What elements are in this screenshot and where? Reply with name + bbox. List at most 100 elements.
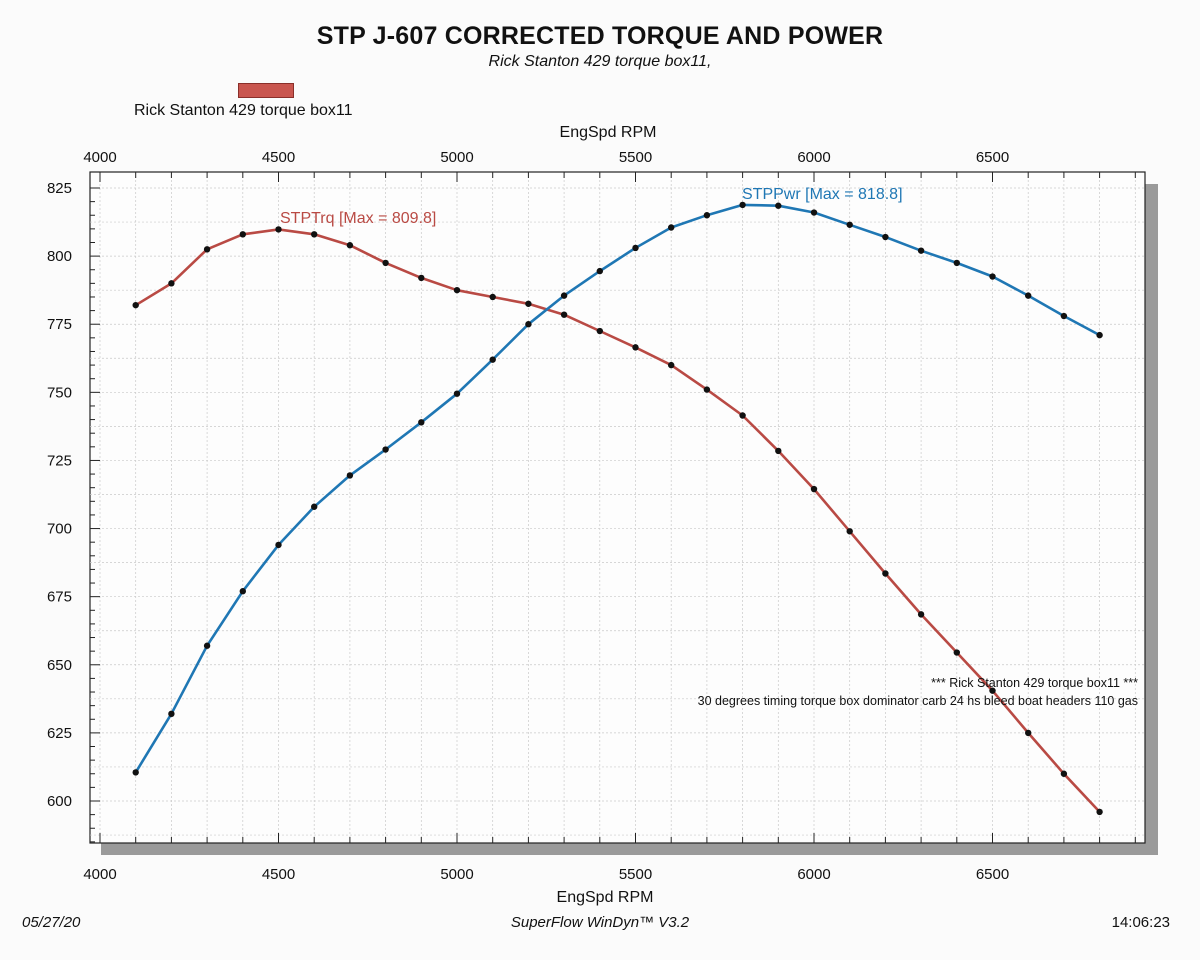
data-point-stppwr [882, 233, 889, 241]
data-point-stptrq [560, 311, 568, 318]
data-point-stptrq [525, 300, 532, 307]
annotation-line-2: 30 degrees timing torque box dominator c… [698, 694, 1138, 708]
y-tick-label: 600 [47, 793, 72, 810]
data-point-stppwr [525, 321, 532, 328]
y-tick-label: 825 [47, 180, 72, 197]
x-tick-label-top: 6500 [976, 149, 1009, 166]
data-point-stptrq [1096, 808, 1103, 816]
data-point-stppwr [275, 541, 282, 549]
footer-software: SuperFlow WinDyn™ V3.2 [510, 914, 690, 931]
data-point-stppwr [989, 273, 996, 280]
x-tick-label-top: 4500 [262, 149, 295, 166]
annotation-line-1: *** Rick Stanton 429 torque box11 *** [931, 676, 1138, 690]
data-point-stptrq [1060, 770, 1068, 777]
data-point-stptrq [632, 344, 639, 351]
footer-date: 05/27/20 [22, 914, 81, 931]
data-point-stppwr [489, 356, 496, 363]
data-point-stptrq [739, 412, 746, 419]
x-tick-label-bottom: 6500 [976, 866, 1009, 883]
data-point-stppwr [953, 259, 960, 267]
x-tick-label-bottom: 4000 [83, 866, 116, 883]
torque-max-label: STPTrq [Max = 809.8] [280, 210, 436, 227]
data-point-stptrq [418, 274, 425, 282]
data-point-stptrq [346, 242, 354, 249]
series-line-stppwr [134, 203, 1101, 774]
data-point-stptrq [882, 570, 889, 577]
y-tick-label: 725 [47, 452, 72, 469]
y-tick-label: 775 [47, 316, 72, 333]
data-point-stptrq [810, 485, 818, 493]
y-tick-label: 800 [47, 248, 72, 265]
data-point-stppwr [311, 503, 318, 510]
x-tick-label-bottom: 4500 [262, 866, 295, 883]
data-point-stppwr [846, 221, 853, 228]
chart-title: STP J-607 CORRECTED TORQUE AND POWER [316, 22, 884, 50]
data-point-stppwr [168, 710, 175, 718]
data-point-stptrq [703, 386, 711, 393]
data-point-stptrq [132, 301, 139, 309]
data-point-stppwr [810, 209, 818, 216]
x-tick-label-top: 5500 [619, 149, 652, 166]
data-point-stppwr [1060, 312, 1068, 320]
data-point-stppwr [560, 292, 568, 299]
data-point-stppwr [346, 472, 354, 479]
x-tick-label-top: 5000 [440, 149, 473, 166]
legend-label: Rick Stanton 429 torque box11 [134, 102, 353, 119]
data-point-stptrq [275, 226, 282, 233]
y-tick-label: 700 [47, 521, 72, 538]
series-line-stptrq [134, 228, 1101, 814]
x-axis-title-top: EngSpd RPM [560, 124, 657, 141]
y-tick-label: 650 [47, 657, 72, 674]
data-point-stptrq [668, 361, 675, 369]
data-point-stptrq [596, 327, 603, 335]
data-point-stppwr [739, 201, 746, 209]
y-tick-label: 675 [47, 589, 72, 606]
data-point-stppwr [132, 769, 139, 776]
x-tick-label-bottom: 6000 [797, 866, 830, 883]
data-point-stptrq [239, 231, 246, 238]
data-point-stppwr [239, 588, 246, 595]
y-tick-label: 750 [47, 384, 72, 401]
y-tick-label: 625 [47, 725, 72, 742]
footer-time: 14:06:23 [1111, 914, 1170, 931]
data-point-stptrq [989, 687, 996, 694]
data-point-stptrq [203, 246, 211, 253]
series-lines [134, 203, 1101, 814]
plot-shadow-bottom [101, 843, 1158, 855]
x-tick-label-bottom: 5000 [440, 866, 473, 883]
x-axis-title-bottom: EngSpd RPM [557, 889, 654, 906]
x-tick-label-bottom: 5500 [619, 866, 652, 883]
series-points [132, 201, 1103, 816]
data-point-stptrq [311, 231, 318, 238]
chart-subtitle: Rick Stanton 429 torque box11, [488, 53, 712, 70]
data-point-stptrq [953, 649, 960, 656]
data-point-stptrq [382, 259, 389, 267]
x-tick-label-top: 4000 [83, 149, 116, 166]
data-point-stppwr [453, 390, 461, 397]
data-point-stppwr [703, 212, 711, 219]
data-point-stppwr [596, 267, 603, 275]
data-point-stptrq [775, 447, 782, 455]
data-point-stppwr [632, 244, 639, 252]
x-tick-label-top: 6000 [797, 149, 830, 166]
data-point-stppwr [203, 642, 211, 649]
data-point-stppwr [1096, 331, 1103, 339]
data-point-stptrq [1025, 729, 1032, 737]
data-point-stppwr [1025, 292, 1032, 299]
plot-area [89, 171, 1146, 844]
ticks [90, 172, 1136, 843]
tick-labels: 4000 4000 4500 4500 5000 5000 5500 5500 6000 6000… [47, 149, 1009, 883]
data-point-stppwr [668, 224, 675, 231]
data-point-stptrq [489, 293, 496, 301]
legend-swatch [238, 83, 294, 98]
data-point-stppwr [382, 446, 389, 453]
data-point-stptrq [917, 611, 925, 618]
power-max-label: STPPwr [Max = 818.8] [742, 186, 903, 203]
data-point-stptrq [453, 286, 461, 294]
data-point-stppwr [775, 202, 782, 209]
data-point-stptrq [168, 280, 175, 287]
data-point-stppwr [917, 247, 925, 254]
data-point-stppwr [418, 419, 425, 426]
plot-shadow-right [1145, 184, 1158, 855]
